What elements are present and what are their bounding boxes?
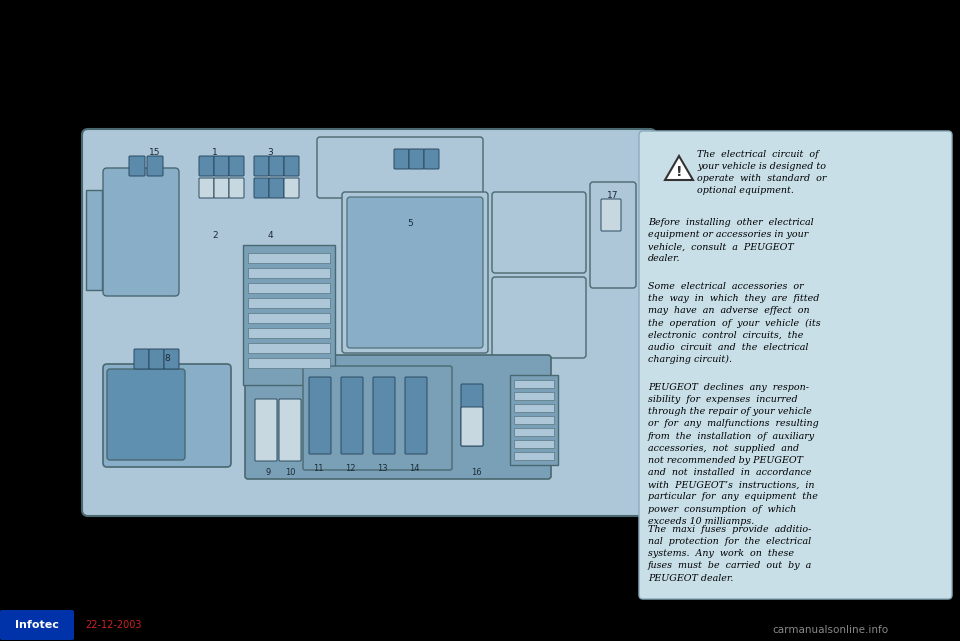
Text: Before  installing  other  electrical
equipment or accessories in your
vehicle, : Before installing other electrical equip…	[648, 218, 814, 263]
FancyBboxPatch shape	[284, 156, 299, 176]
Text: Some  electrical  accessories  or
the  way  in  which  they  are  fitted
may  ha: Some electrical accessories or the way i…	[648, 282, 821, 364]
Text: The  electrical  circuit  of
your vehicle is designed to
operate  with  standard: The electrical circuit of your vehicle i…	[697, 150, 827, 196]
Text: 12: 12	[345, 463, 355, 472]
Bar	[514, 452, 554, 460]
Bar	[248, 343, 330, 353]
Bar	[514, 404, 554, 412]
FancyBboxPatch shape	[107, 369, 185, 460]
Text: 4: 4	[267, 231, 273, 240]
Text: 13: 13	[376, 463, 387, 472]
Bar	[514, 380, 554, 388]
Text: 1: 1	[212, 147, 218, 156]
FancyBboxPatch shape	[590, 182, 636, 288]
FancyBboxPatch shape	[424, 149, 439, 169]
FancyBboxPatch shape	[199, 178, 214, 198]
FancyBboxPatch shape	[229, 178, 244, 198]
Bar	[248, 283, 330, 293]
Bar	[514, 440, 554, 448]
FancyBboxPatch shape	[347, 197, 483, 348]
FancyBboxPatch shape	[129, 156, 145, 176]
Text: carmanualsonline.info: carmanualsonline.info	[772, 625, 888, 635]
FancyBboxPatch shape	[255, 399, 277, 461]
Bar	[0, 610, 960, 641]
Bar	[514, 416, 554, 424]
Text: The  maxi  fuses  provide  additio-
nal  protection  for  the  electrical
system: The maxi fuses provide additio- nal prot…	[648, 525, 812, 583]
FancyBboxPatch shape	[492, 192, 586, 273]
Text: 8: 8	[164, 353, 170, 363]
FancyBboxPatch shape	[199, 156, 214, 176]
FancyBboxPatch shape	[245, 355, 551, 479]
Text: 17: 17	[608, 190, 619, 199]
Text: 11: 11	[313, 463, 324, 472]
FancyBboxPatch shape	[309, 377, 331, 454]
FancyBboxPatch shape	[461, 384, 483, 446]
FancyBboxPatch shape	[103, 364, 231, 467]
Text: 5: 5	[407, 219, 413, 228]
FancyBboxPatch shape	[134, 349, 149, 369]
FancyBboxPatch shape	[103, 168, 179, 296]
FancyBboxPatch shape	[601, 199, 621, 231]
FancyBboxPatch shape	[342, 192, 488, 353]
FancyBboxPatch shape	[317, 137, 483, 198]
Bar	[248, 328, 330, 338]
Bar	[86, 190, 102, 290]
FancyBboxPatch shape	[639, 131, 952, 599]
Bar	[514, 392, 554, 400]
Text: 9: 9	[265, 467, 271, 476]
Text: 16: 16	[470, 467, 481, 476]
FancyBboxPatch shape	[303, 366, 452, 470]
FancyBboxPatch shape	[284, 178, 299, 198]
FancyBboxPatch shape	[0, 610, 74, 640]
Bar	[510, 375, 558, 465]
Bar	[248, 298, 330, 308]
FancyBboxPatch shape	[254, 156, 269, 176]
FancyBboxPatch shape	[214, 156, 229, 176]
Text: 22-12-2003: 22-12-2003	[85, 620, 141, 630]
FancyBboxPatch shape	[492, 277, 586, 358]
FancyBboxPatch shape	[405, 377, 427, 454]
Text: Infotec: Infotec	[15, 620, 59, 630]
FancyBboxPatch shape	[461, 407, 483, 446]
FancyBboxPatch shape	[229, 156, 244, 176]
Bar	[514, 428, 554, 436]
FancyBboxPatch shape	[269, 178, 284, 198]
FancyBboxPatch shape	[409, 149, 424, 169]
FancyBboxPatch shape	[147, 156, 163, 176]
FancyBboxPatch shape	[164, 349, 179, 369]
FancyBboxPatch shape	[269, 156, 284, 176]
Polygon shape	[665, 156, 693, 180]
Bar	[248, 268, 330, 278]
FancyBboxPatch shape	[254, 178, 269, 198]
Bar	[248, 313, 330, 323]
FancyBboxPatch shape	[373, 377, 395, 454]
Text: PEUGEOT  declines  any  respon-
sibility  for  expenses  incurred
through the re: PEUGEOT declines any respon- sibility fo…	[648, 383, 819, 526]
FancyBboxPatch shape	[149, 349, 164, 369]
Text: !: !	[676, 165, 683, 179]
Text: 14: 14	[409, 463, 420, 472]
Bar	[248, 358, 330, 368]
Text: 15: 15	[149, 147, 160, 156]
Bar	[243, 245, 335, 385]
FancyBboxPatch shape	[279, 399, 301, 461]
FancyBboxPatch shape	[82, 129, 656, 516]
FancyBboxPatch shape	[394, 149, 409, 169]
Text: 10: 10	[285, 467, 296, 476]
Text: 2: 2	[212, 231, 218, 240]
Bar	[248, 253, 330, 263]
FancyBboxPatch shape	[214, 178, 229, 198]
Text: 3: 3	[267, 147, 273, 156]
FancyBboxPatch shape	[341, 377, 363, 454]
